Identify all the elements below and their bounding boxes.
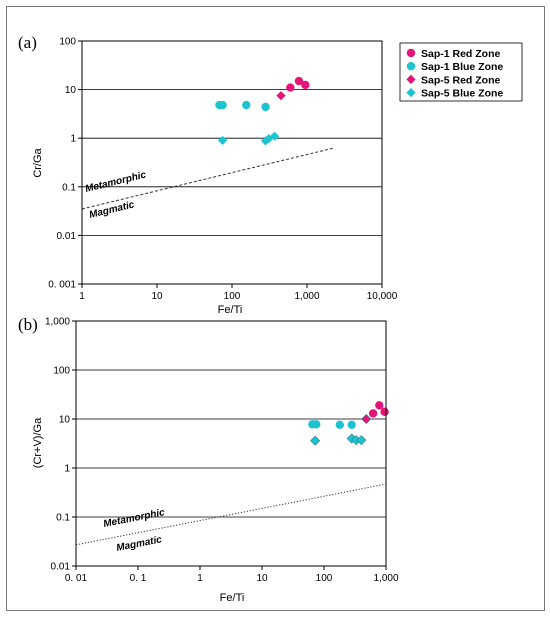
panel-b-y-tick-label: 0.1 [56,513,70,524]
panel-b-gridlines [76,369,386,518]
figure-border [6,6,545,611]
panel-b-point-sap-1-blue-zone [335,420,345,430]
panel-b-x-axis-label: Fe/Ti [220,592,245,604]
panel-a-x-ticks: 1 10 100 1,000 10,000 [79,284,398,302]
panel-b-plot-frame [75,320,387,567]
legend-label-sap-5-blue-zone: Sap-5 Blue Zone [421,88,503,100]
panel-a-point-sap-1-red-zone [294,76,304,86]
panel-a-gridlines [82,89,382,236]
panel-a-x-tick-label: 10,000 [367,291,398,302]
panel-a-x-axis-label: Fe/Ti [218,304,243,316]
panel-b-point-sap-1-red-zone [380,407,389,417]
panel-b-y-ticks: 0.01 0.1 1 10 100 1,000 [45,317,76,573]
panel-a-boundary-line [81,147,333,210]
panel-b-y-tick-label: 1 [64,464,70,475]
panel-b-data-points [308,401,389,446]
panel-b-y-tick-label: 0.01 [51,562,71,573]
legend-marker-sap-5-red-zone [406,74,416,84]
panel-a-y-tick-label: 10 [65,85,77,96]
panel-b-point-sap-1-red-zone [375,401,384,410]
panel-b-x-tick-label: 0. 1 [130,573,147,584]
panel-a-point-sap-1-red-zone [286,83,295,92]
panel-a-x-tick-label: 100 [224,291,241,302]
panel-a-y-tick-label: 0.1 [62,182,76,193]
panel-a-label: (a) [18,33,37,52]
panel-b-y-tick-label: 1,000 [45,317,70,328]
panel-a-data-points [215,76,310,146]
panel-a-point-sap-1-blue-zone [242,100,251,110]
panel-b-point-sap-5-red-zone [361,413,372,425]
panel-a-y-tick-label: 100 [59,37,76,48]
panel-b-y-tick-label: 100 [53,366,70,377]
panel-a-boundary [81,147,333,210]
legend-box [399,42,523,102]
panel-a-point-sap-1-blue-zone [261,102,270,112]
panel-b-x-tick-label: 10 [256,573,268,584]
panel-a-point-sap-5-blue-zone [270,131,280,141]
panel-b-point-sap-1-blue-zone [347,420,356,430]
panel-b: (b) Metamorphic Magmatic 0. 01 0. 1 1 10 100… [18,315,399,604]
panel-a-y-tick-label: 0. 001 [48,280,76,291]
panel-a-y-tick-label: 1 [70,134,76,145]
panel-b-point-sap-5-blue-zone [356,435,367,446]
panel-b-x-tick-label: 1,000 [373,573,398,584]
panel-b-point-sap-5-blue-zone [310,435,321,446]
panel-b-x-ticks: 0. 01 0. 1 1 10 100 1,000 [65,566,399,584]
legend-label-sap-1-blue-zone: Sap-1 Blue Zone [421,61,503,73]
panel-b-point-sap-1-blue-zone [312,420,321,429]
panel-a-point-sap-5-blue-zone [264,134,274,144]
panel-a-y-ticks: 0. 001 0.01 0.1 1 10 100 [48,37,82,291]
panel-a-point-sap-5-red-zone [276,91,286,101]
panel-b-label: (b) [18,315,38,334]
panel-a-point-sap-5-blue-zone [218,135,228,146]
legend-marker-sap-5-blue-zone [406,88,416,98]
panel-a-point-sap-1-red-zone [301,80,310,90]
panel-a-x-tick-label: 1 [79,291,85,302]
legend-label-sap-1-red-zone: Sap-1 Red Zone [421,48,501,60]
panel-a-x-tick-label: 10 [151,291,163,302]
panel-a-y-axis-label: Cr/Ga [32,147,44,177]
panel-b-y-axis-label: (Cr+V)/Ga [32,417,44,468]
panel-b-x-tick-label: 100 [316,573,333,584]
panel-a-point-sap-1-blue-zone [218,100,227,110]
panel-a-y-tick-label: 0.01 [57,231,77,242]
panel-b-x-tick-label: 1 [197,573,203,584]
panel-b-point-sap-1-red-zone [368,409,378,418]
legend-marker-sap-1-red-zone [406,48,416,58]
panel-b-x-tick-label: 0. 01 [65,573,88,584]
legend-marker-sap-1-blue-zone [406,61,416,71]
legend-label-sap-5-red-zone: Sap-5 Red Zone [421,74,501,86]
panel-b-y-tick-label: 10 [59,415,71,426]
panel-a-x-tick-label: 1,000 [294,291,319,302]
